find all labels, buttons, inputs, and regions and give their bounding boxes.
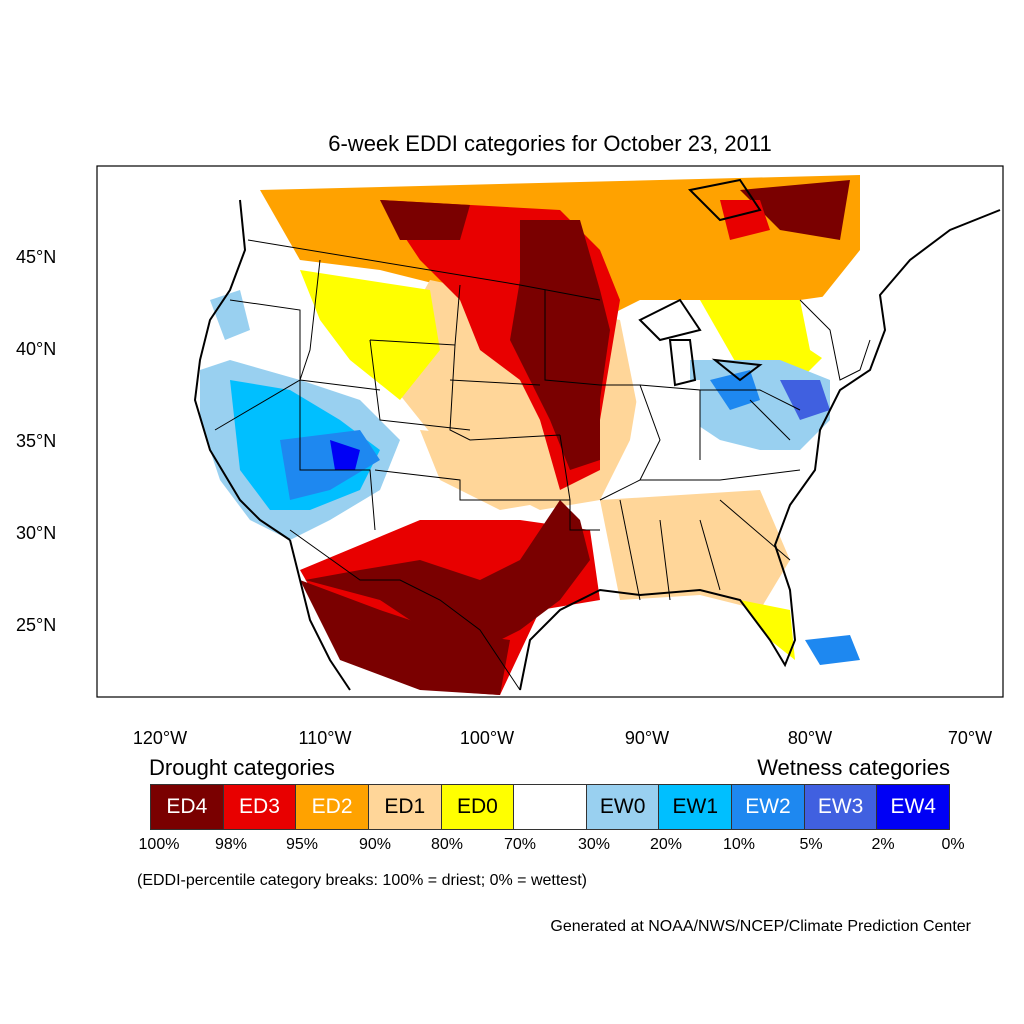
break-20: 20% bbox=[649, 836, 683, 853]
lat-label-30: 30°N bbox=[16, 523, 57, 543]
wetness-heading: Wetness categories bbox=[757, 755, 950, 780]
eddi-field bbox=[190, 170, 880, 697]
lon-label-100: 100°W bbox=[459, 728, 515, 748]
legend-cell-ew4: EW4 bbox=[877, 785, 950, 829]
coastlines bbox=[193, 178, 1001, 691]
drought-heading: Drought categories bbox=[149, 755, 335, 780]
legend-cell-neutral bbox=[514, 785, 587, 829]
legend-cell-ew3: EW3 bbox=[804, 785, 878, 829]
legend-cell-ed3: ED3 bbox=[223, 785, 297, 829]
category-note: (EDDI-percentile category breaks: 100% =… bbox=[137, 872, 587, 889]
break-0: 0% bbox=[941, 836, 965, 853]
lon-label-90: 90°W bbox=[624, 728, 670, 748]
lon-label-120: 120°W bbox=[132, 728, 188, 748]
map-title: 6-week EDDI categories for October 23, 2… bbox=[328, 131, 772, 156]
category-legend: ED4 ED3 ED2 ED1 ED0 EW0 EW1 EW2 EW3 EW4 bbox=[150, 784, 950, 830]
legend-cell-ew0: EW0 bbox=[586, 785, 660, 829]
break-80: 80% bbox=[430, 836, 464, 853]
legend-cell-ew1: EW1 bbox=[659, 785, 733, 829]
map-frame bbox=[96, 165, 1004, 698]
break-90: 90% bbox=[358, 836, 392, 853]
eddi-map bbox=[96, 165, 1004, 698]
legend-cell-ed1: ED1 bbox=[368, 785, 442, 829]
break-100: 100% bbox=[138, 836, 180, 853]
legend-cell-ew2: EW2 bbox=[732, 785, 805, 829]
lat-label-45: 45°N bbox=[16, 247, 57, 267]
boundaries bbox=[214, 239, 871, 691]
lat-label-40: 40°N bbox=[16, 339, 57, 359]
break-70: 70% bbox=[503, 836, 537, 853]
credit-line: Generated at NOAA/NWS/NCEP/Climate Predi… bbox=[550, 918, 971, 935]
break-5: 5% bbox=[799, 836, 823, 853]
legend-cell-ed2: ED2 bbox=[296, 785, 369, 829]
lat-label-25: 25°N bbox=[16, 615, 57, 635]
lat-label-35: 35°N bbox=[16, 431, 57, 451]
break-95: 95% bbox=[285, 836, 319, 853]
break-30: 30% bbox=[577, 836, 611, 853]
break-98: 98% bbox=[214, 836, 248, 853]
break-2: 2% bbox=[871, 836, 895, 853]
legend-cell-ed0: ED0 bbox=[441, 785, 515, 829]
legend-cell-ed4: ED4 bbox=[151, 785, 224, 829]
break-10: 10% bbox=[722, 836, 756, 853]
lon-label-70: 70°W bbox=[947, 728, 993, 748]
lon-label-80: 80°W bbox=[787, 728, 833, 748]
lon-label-110: 110°W bbox=[298, 728, 352, 748]
